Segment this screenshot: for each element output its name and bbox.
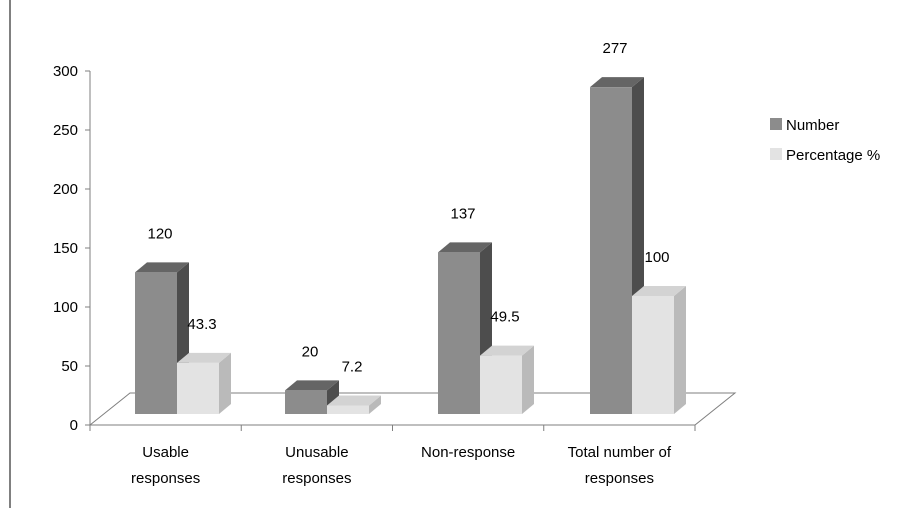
x-tick-label: Total number of responses [568, 444, 672, 487]
y-tick-label: 100 [53, 299, 78, 316]
bar-side-face [219, 352, 231, 414]
bar-side-face [369, 395, 381, 414]
data-label: 137 [450, 205, 475, 222]
bar-front-face [632, 296, 674, 414]
bar-top-face [590, 77, 644, 88]
bar-side-face [674, 286, 686, 414]
bar-number-3 [590, 77, 644, 414]
data-label: 120 [147, 225, 172, 242]
bar-percentage-1 [327, 395, 381, 414]
bar-top-face [285, 380, 339, 391]
y-tick-label: 50 [61, 358, 78, 375]
data-label: 277 [602, 40, 627, 57]
legend-label: Percentage % [786, 147, 880, 164]
data-label: 49.5 [490, 309, 519, 326]
bar-front-face [135, 272, 177, 414]
bar-percentage-3 [632, 286, 686, 414]
bar-front-face [438, 252, 480, 414]
y-tick-label: 200 [53, 181, 78, 198]
y-tick-label: 250 [53, 122, 78, 139]
bar-front-face [590, 87, 632, 414]
bar-front-face [285, 390, 327, 414]
y-tick-label: 0 [70, 417, 78, 434]
x-tick-label: Usable responses [131, 444, 200, 487]
axes: 0 50 100 150 200 250 300 Usable responses Unusabl… [53, 63, 696, 487]
bar-top-face [480, 345, 534, 356]
data-label: 7.2 [342, 359, 363, 376]
bar-top-face [438, 242, 492, 253]
legend-item-0: Number [770, 117, 839, 134]
x-tick-label: Unusable responses [282, 444, 351, 487]
data-label: 43.3 [187, 316, 216, 333]
data-label: 20 [302, 343, 319, 360]
y-tick-label: 150 [53, 240, 78, 257]
data-labels: 120 20 137 277 43.3 7.2 49.5 100 [147, 40, 669, 375]
legend-swatch [770, 148, 782, 160]
legend: Number Percentage % [770, 117, 880, 164]
bar-percentage-2 [480, 345, 534, 414]
legend-label: Number [786, 117, 839, 134]
bar-percentage-0 [177, 352, 231, 414]
bar-top-face [135, 262, 189, 273]
bar-top-face [177, 352, 231, 363]
bar-front-face [327, 405, 369, 414]
y-tick-label: 300 [53, 63, 78, 80]
bar-top-face [327, 395, 381, 406]
bar-front-face [177, 362, 219, 414]
legend-swatch [770, 118, 782, 130]
x-tick-label: Non-response [421, 444, 515, 461]
bar-front-face [480, 355, 522, 414]
bars [135, 77, 686, 414]
bar-top-face [632, 286, 686, 296]
bar-side-face [522, 345, 534, 414]
legend-item-1: Percentage % [770, 147, 880, 164]
data-label: 100 [644, 249, 669, 266]
